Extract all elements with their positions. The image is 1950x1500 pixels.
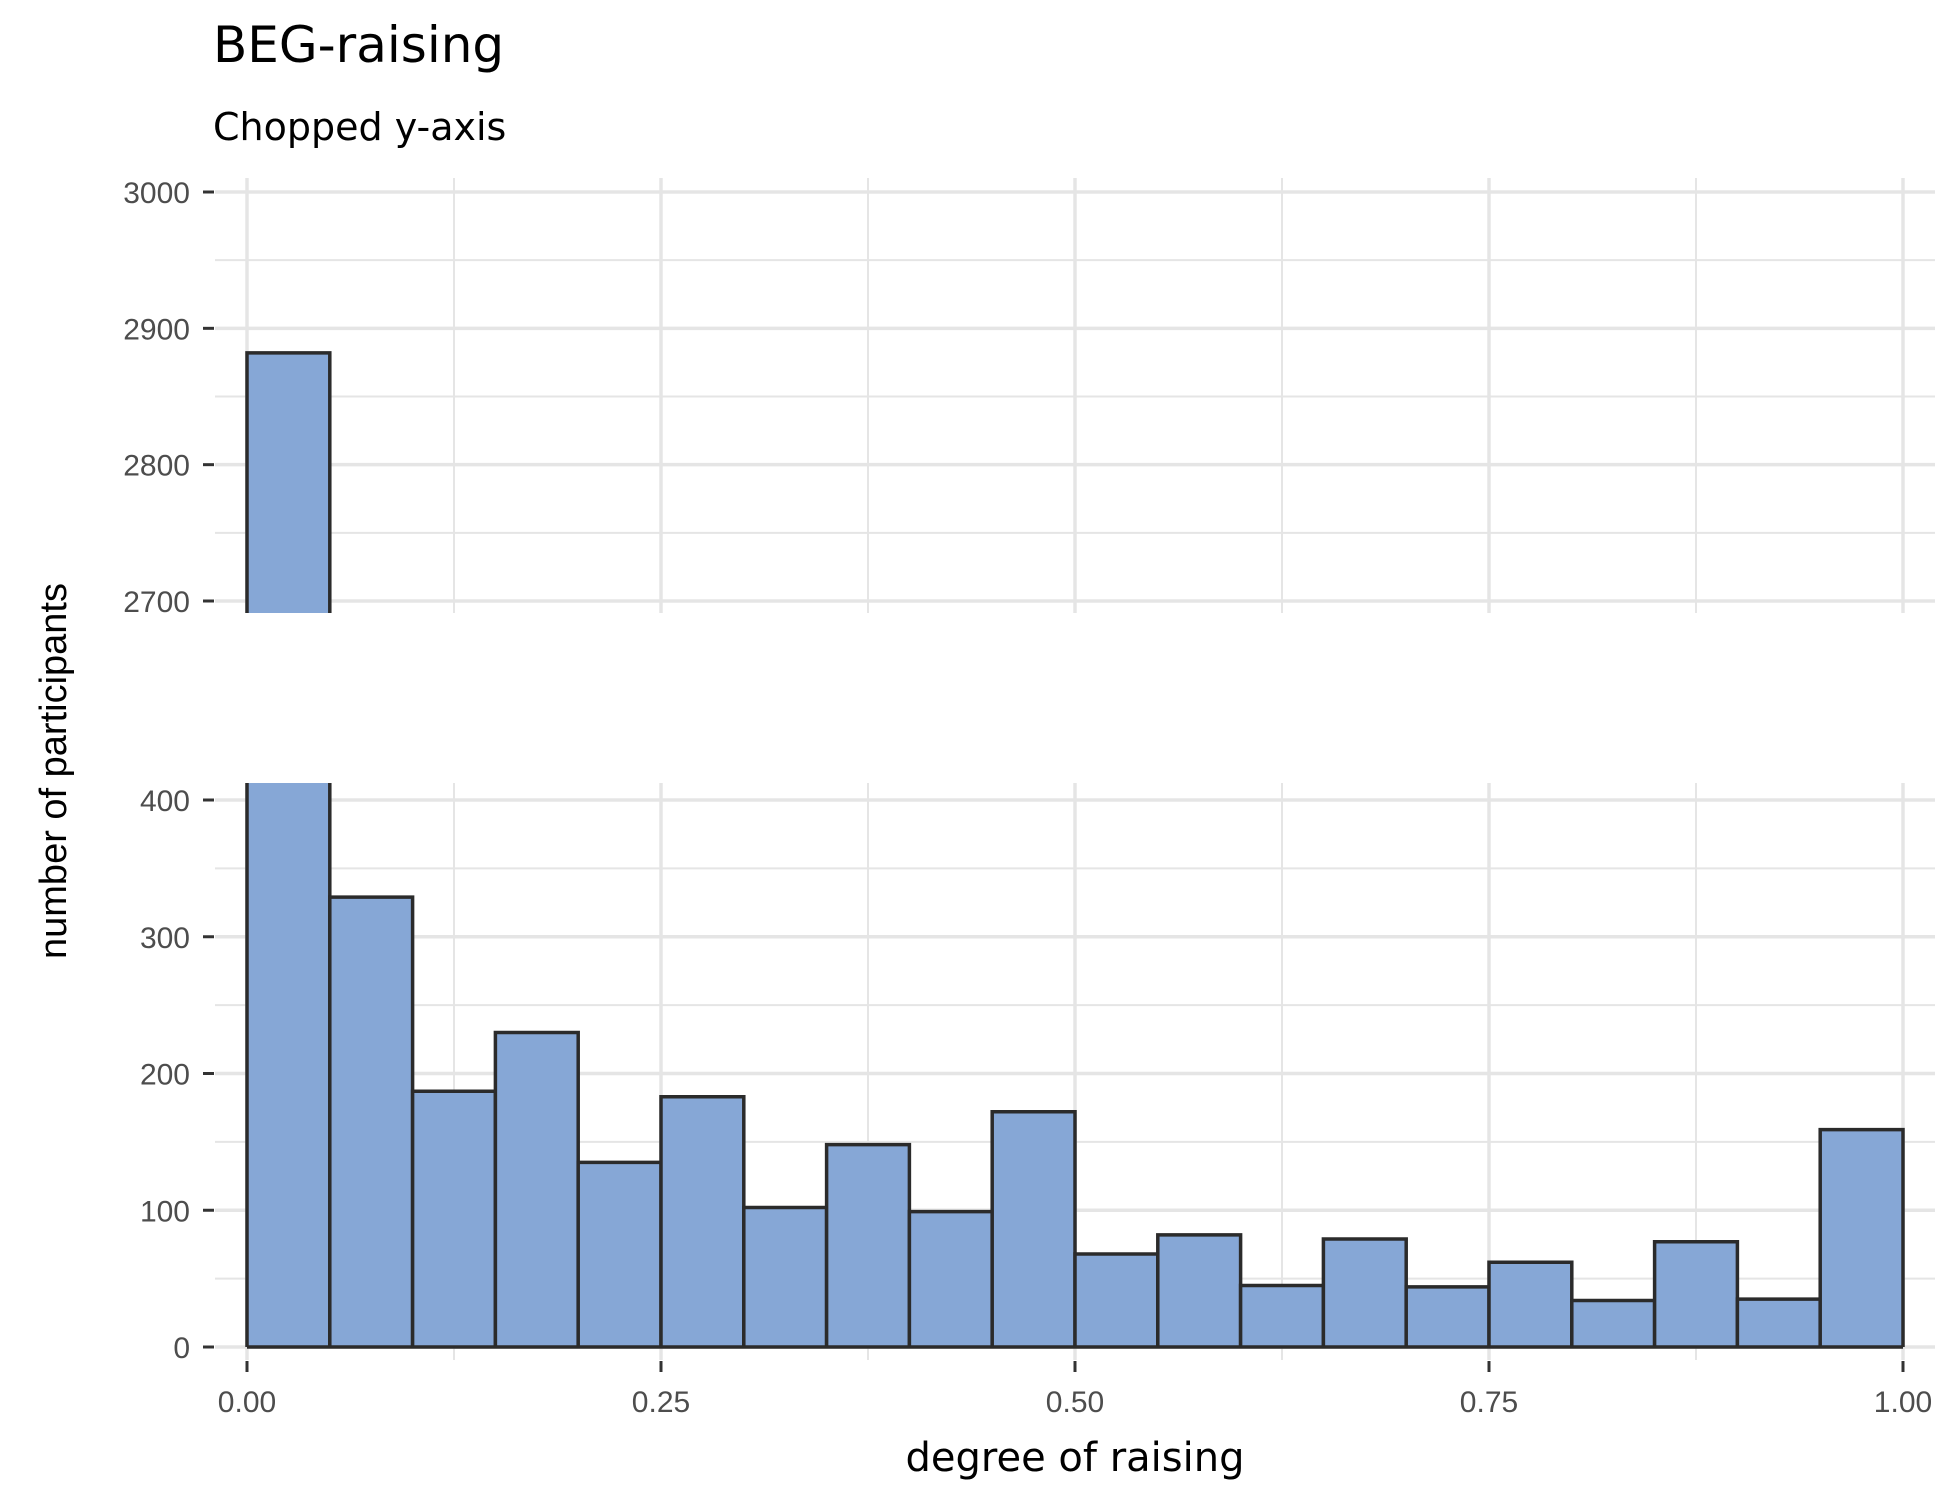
y-tick-label: 400	[140, 785, 190, 818]
x-tick-label: 0.75	[1460, 1386, 1518, 1419]
histogram-bar-outline	[1652, 1239, 1740, 1347]
histogram-bar	[1323, 1238, 1407, 1347]
histogram-bar	[1075, 1254, 1158, 1347]
histogram-bar	[412, 1091, 496, 1347]
y-tick-label: 2700	[123, 586, 190, 619]
histogram-bar	[1820, 1129, 1903, 1347]
axes: 2700 2800 2900 3000 0 100 200 300 400 0.00 0.25 0.5…	[123, 177, 1932, 1419]
histogram-bars	[245, 351, 1905, 1349]
histogram-bar	[247, 352, 330, 613]
histogram-bar	[992, 1111, 1075, 1347]
y-tick-label: 300	[140, 922, 190, 955]
histogram-bar-outline	[245, 351, 332, 613]
histogram-bar	[661, 1096, 744, 1347]
histogram-bar	[247, 783, 330, 1347]
histogram-bar	[1157, 1234, 1241, 1347]
histogram-bar	[1406, 1286, 1489, 1347]
chart-title: BEG-raising	[213, 16, 504, 74]
x-tick-label: 0.50	[1046, 1386, 1104, 1419]
x-tick-label: 1.00	[1874, 1386, 1932, 1419]
histogram-bar	[1240, 1285, 1324, 1347]
histogram-bar	[1737, 1299, 1821, 1347]
histogram-bar	[826, 1144, 910, 1347]
y-tick-label: 2900	[123, 313, 190, 346]
histogram-bar-outline	[1818, 1127, 1905, 1347]
histogram-bar	[1489, 1262, 1572, 1347]
x-tick-label: 0.00	[218, 1386, 276, 1419]
x-axis-title: degree of raising	[906, 1435, 1245, 1481]
histogram-bar-outline	[990, 1110, 1077, 1347]
chart-subtitle: Chopped y-axis	[213, 105, 506, 149]
histogram-bar	[1571, 1300, 1655, 1347]
y-tick-label: 2800	[123, 450, 190, 483]
histogram-bar	[909, 1211, 993, 1347]
histogram-bar	[578, 1162, 661, 1347]
y-axis-title: number of participants	[33, 583, 75, 959]
y-tick-label: 0	[173, 1332, 190, 1365]
histogram-bar	[495, 1032, 579, 1347]
y-tick-label: 100	[140, 1195, 190, 1228]
x-tick-label: 0.25	[632, 1386, 690, 1419]
y-tick-label: 3000	[123, 177, 190, 210]
y-tick-label: 200	[140, 1059, 190, 1092]
histogram-bar	[743, 1207, 827, 1347]
histogram-bar	[329, 897, 413, 1347]
histogram-bar	[1654, 1241, 1738, 1347]
